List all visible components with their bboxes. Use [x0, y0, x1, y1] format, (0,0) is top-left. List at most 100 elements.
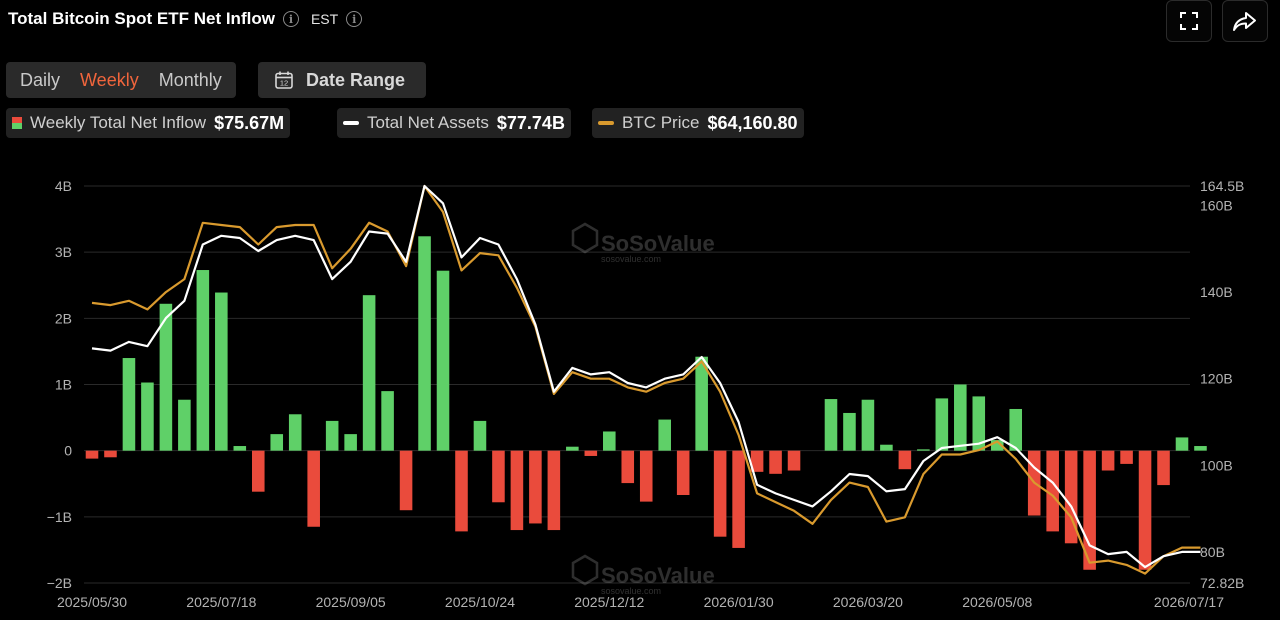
- x-axis-tick: 2025/12/12: [574, 594, 644, 610]
- watermark-hexagon: [571, 554, 599, 586]
- inflow-bar: [787, 450, 801, 471]
- inflow-bar: [917, 449, 930, 451]
- timezone-label: EST: [310, 11, 339, 27]
- inflow-bar: [510, 450, 524, 531]
- share-button[interactable]: [1222, 0, 1268, 42]
- inflow-bar: [584, 450, 598, 456]
- inflow-bar: [104, 450, 117, 458]
- left-axis-tick: 4B: [55, 178, 72, 194]
- inflow-bar: [824, 399, 838, 451]
- inflow-bar: [1175, 437, 1189, 451]
- left-axis-tick: 2B: [55, 310, 72, 326]
- inflow-bar: [122, 358, 136, 451]
- x-axis-tick: 2025/10/24: [445, 594, 515, 610]
- x-axis-tick: 2026/05/08: [962, 594, 1032, 610]
- inflow-bar: [270, 434, 284, 451]
- timezone-info-icon[interactable]: i: [346, 11, 363, 27]
- watermark-url: sosovalue.com: [601, 586, 661, 596]
- inflow-bar: [695, 356, 708, 451]
- right-axis-tick: 120B: [1200, 371, 1233, 387]
- inflow-bar: [1046, 450, 1059, 532]
- inflow-bar: [732, 450, 745, 548]
- inflow-bar: [473, 420, 487, 451]
- left-axis-tick: 3B: [55, 244, 72, 260]
- inflow-bar: [1194, 446, 1207, 451]
- inflow-bar: [141, 382, 154, 451]
- share-icon: [1233, 12, 1256, 31]
- inflow-bar: [1157, 450, 1170, 486]
- inflow-bar: [713, 450, 727, 537]
- inflow-bar: [1009, 408, 1023, 451]
- watermark-hexagon: [571, 222, 599, 254]
- legend-inflow[interactable]: Weekly Total Net Inflow $75.67M: [6, 108, 291, 138]
- inflow-bar: [1138, 450, 1152, 570]
- inflow-bar: [288, 414, 302, 451]
- calendar-icon: 12: [275, 71, 293, 89]
- legend-price-value: $64,160.80: [707, 112, 798, 133]
- title-row: Total Bitcoin Spot ETF Net Inflow i EST …: [8, 6, 363, 32]
- period-daily[interactable]: Daily: [20, 69, 61, 90]
- inflow-bar: [492, 450, 505, 503]
- inflow-bar: [529, 450, 542, 524]
- right-axis-tick: 160B: [1200, 197, 1233, 213]
- inflow-bar: [1064, 450, 1078, 544]
- inflow-bar: [381, 391, 394, 451]
- inflow-bar: [990, 440, 1004, 451]
- line-swatch-icon: [343, 121, 359, 125]
- info-icon[interactable]: i: [282, 11, 299, 27]
- inflow-bar: [972, 396, 986, 451]
- inflow-bar: [215, 292, 228, 451]
- legend-assets-label: Total Net Assets: [367, 113, 489, 132]
- x-axis-tick: 2026/03/20: [833, 594, 903, 610]
- inflow-bar: [621, 450, 635, 484]
- right-axis-tick: 140B: [1200, 284, 1233, 300]
- legend-assets[interactable]: Total Net Assets $77.74B: [337, 108, 571, 138]
- legend-inflow-label: Weekly Total Net Inflow: [30, 113, 207, 132]
- total-net-assets-line: [91, 184, 1201, 569]
- inflow-bar: [307, 450, 320, 527]
- inflow-bar: [676, 450, 690, 495]
- watermark-url: sosovalue.com: [601, 254, 661, 264]
- inflow-bar: [898, 450, 912, 470]
- x-axis-tick: 2026/01/30: [704, 594, 774, 610]
- inflow-bar: [196, 270, 210, 451]
- inflow-bar: [935, 398, 949, 451]
- inflow-bar: [362, 295, 376, 451]
- inflow-bar: [639, 450, 653, 502]
- legend-assets-value: $77.74B: [496, 112, 565, 133]
- inflow-bar: [85, 450, 99, 459]
- x-axis-tick: 2025/09/05: [316, 594, 386, 610]
- period-selector: Daily Weekly Monthly: [6, 62, 236, 98]
- date-range-button[interactable]: 12 Date Range: [258, 62, 426, 98]
- legend-price-label: BTC Price: [622, 113, 700, 132]
- btc-price-line: [91, 184, 1201, 575]
- inflow-bar: [159, 303, 173, 451]
- right-axis-tick: 100B: [1200, 457, 1233, 473]
- inflow-bar: [251, 450, 265, 492]
- date-range-label: Date Range: [306, 69, 406, 90]
- period-monthly[interactable]: Monthly: [158, 69, 222, 90]
- svg-text:12: 12: [280, 79, 288, 88]
- inflow-bar: [547, 450, 561, 531]
- legend-inflow-value: $75.67M: [214, 112, 285, 133]
- legend-price[interactable]: BTC Price $64,160.80: [592, 108, 804, 138]
- inflow-bar: [325, 420, 339, 451]
- inflow-bar: [880, 444, 893, 451]
- x-axis-tick: 2025/07/18: [186, 594, 256, 610]
- inflow-bar: [861, 399, 875, 451]
- watermark-brand: SoSoValue: [601, 231, 715, 256]
- x-axis-tick: 2026/07/17: [1154, 594, 1224, 610]
- left-axis-tick: −2B: [47, 575, 72, 591]
- period-weekly[interactable]: Weekly: [80, 69, 139, 90]
- right-axis-tick: 72.82B: [1200, 575, 1244, 591]
- inflow-bar: [566, 446, 579, 451]
- inflow-bar: [658, 419, 671, 451]
- right-axis-tick: 80B: [1200, 544, 1225, 560]
- fullscreen-button[interactable]: [1166, 0, 1212, 42]
- left-axis-tick: −1B: [47, 509, 72, 525]
- inflow-bar: [603, 431, 616, 451]
- inflow-bar: [344, 434, 357, 451]
- inflow-bar: [455, 450, 468, 532]
